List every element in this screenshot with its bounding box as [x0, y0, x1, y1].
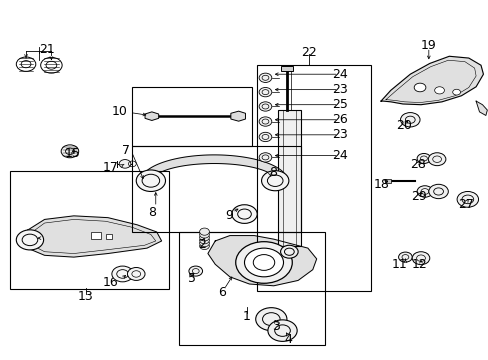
Circle shape: [434, 87, 444, 94]
Text: 23: 23: [331, 83, 347, 96]
Text: 19: 19: [420, 39, 436, 52]
Polygon shape: [230, 111, 245, 121]
Text: 29: 29: [410, 190, 426, 203]
Text: 4: 4: [284, 333, 292, 346]
Circle shape: [427, 153, 445, 166]
Circle shape: [428, 184, 447, 199]
Text: 18: 18: [373, 178, 389, 191]
Text: 12: 12: [410, 258, 426, 271]
Bar: [132, 87, 251, 146]
Text: 28: 28: [409, 158, 425, 171]
Circle shape: [199, 228, 209, 235]
Circle shape: [416, 186, 432, 197]
Circle shape: [456, 192, 478, 207]
Bar: [132, 146, 300, 232]
Text: 17: 17: [103, 161, 119, 174]
Circle shape: [259, 102, 271, 111]
Circle shape: [136, 170, 165, 192]
Polygon shape: [384, 179, 390, 183]
Circle shape: [199, 234, 209, 241]
Text: 24: 24: [331, 68, 347, 81]
Bar: [178, 232, 325, 345]
Circle shape: [398, 252, 411, 262]
Circle shape: [188, 266, 202, 276]
Text: 14: 14: [23, 234, 39, 247]
Text: 25: 25: [331, 98, 347, 111]
Text: 22: 22: [301, 46, 316, 59]
Text: 16: 16: [102, 276, 118, 289]
Text: 15: 15: [65, 147, 81, 160]
Circle shape: [231, 205, 257, 224]
Text: 10: 10: [111, 105, 127, 118]
Text: 24: 24: [331, 149, 347, 162]
Text: 13: 13: [78, 290, 94, 303]
Text: 5: 5: [188, 272, 196, 285]
Bar: [277, 110, 301, 246]
Text: 6: 6: [218, 287, 226, 300]
Text: 3: 3: [272, 320, 280, 333]
Polygon shape: [207, 235, 316, 286]
Circle shape: [199, 239, 209, 247]
Text: 8: 8: [268, 166, 276, 179]
Circle shape: [416, 153, 430, 163]
Circle shape: [261, 171, 288, 191]
Text: 11: 11: [391, 258, 407, 271]
Circle shape: [199, 231, 209, 238]
Circle shape: [259, 153, 271, 162]
Circle shape: [280, 245, 298, 258]
Circle shape: [127, 267, 145, 280]
Text: 20: 20: [396, 119, 411, 132]
Circle shape: [452, 89, 460, 95]
Polygon shape: [380, 56, 483, 105]
Circle shape: [259, 117, 271, 126]
Circle shape: [400, 113, 419, 127]
Text: 1: 1: [243, 310, 250, 323]
Bar: [256, 65, 370, 291]
Circle shape: [61, 145, 79, 158]
Bar: [281, 66, 293, 71]
Text: 27: 27: [457, 198, 473, 211]
Text: 23: 23: [331, 128, 347, 141]
Text: 2: 2: [198, 238, 205, 251]
Circle shape: [267, 320, 297, 341]
Polygon shape: [475, 101, 487, 116]
Bar: [91, 232, 101, 239]
Circle shape: [235, 242, 292, 283]
Circle shape: [16, 230, 43, 250]
Text: 9: 9: [224, 210, 232, 222]
Circle shape: [413, 83, 425, 92]
Circle shape: [411, 252, 429, 265]
Circle shape: [255, 308, 286, 330]
Circle shape: [259, 132, 271, 141]
Bar: [105, 234, 112, 239]
Text: 8: 8: [147, 206, 156, 219]
Circle shape: [199, 237, 209, 244]
Polygon shape: [145, 112, 158, 121]
Polygon shape: [144, 155, 283, 175]
Polygon shape: [27, 216, 161, 257]
Circle shape: [119, 159, 131, 168]
Text: 26: 26: [331, 113, 347, 126]
Text: 21: 21: [39, 42, 55, 55]
Bar: [10, 171, 168, 289]
Circle shape: [199, 242, 209, 249]
Circle shape: [112, 266, 133, 282]
Circle shape: [244, 248, 283, 277]
Circle shape: [259, 73, 271, 82]
Circle shape: [259, 87, 271, 97]
Text: 7: 7: [122, 144, 129, 157]
